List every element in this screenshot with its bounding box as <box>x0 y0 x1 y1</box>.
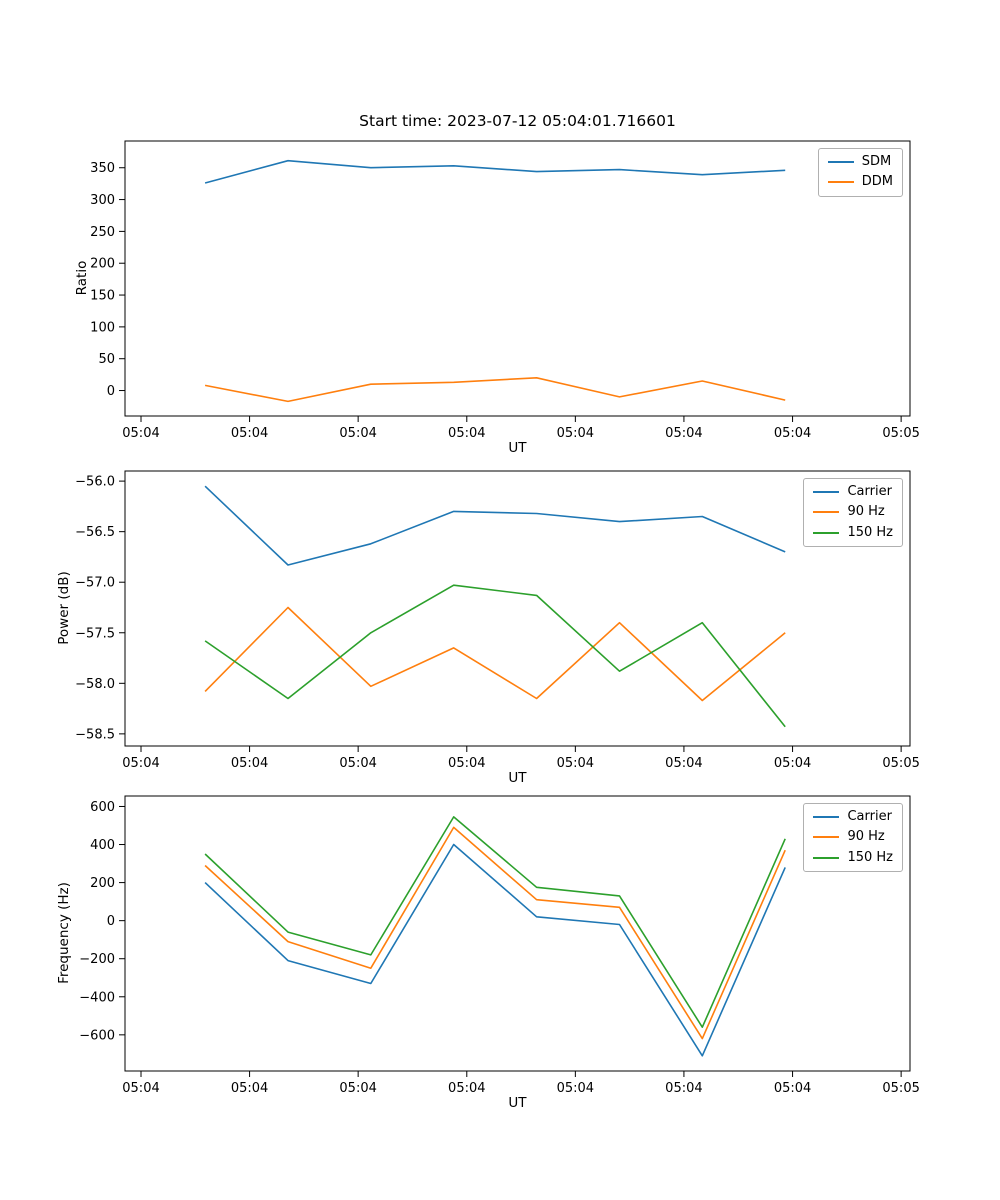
series-line-150-hz <box>204 584 786 728</box>
legend-item: 150 Hz <box>813 524 893 540</box>
legend-item: 90 Hz <box>813 829 893 845</box>
legend-line-sample <box>813 836 840 839</box>
axes-frame <box>124 470 911 747</box>
ratio-plot-canvas: 0 50 100 150 200 250 300 350 05:04 05:04 05:04 05:0… <box>90 140 920 441</box>
power-legend: Carrier 90 Hz 150 Hz <box>803 478 903 547</box>
y-tick-label: −57.5 <box>75 626 115 641</box>
y-tick-label: −56.0 <box>75 475 115 490</box>
axes-frame <box>124 140 911 417</box>
series-line-ddm <box>204 377 786 403</box>
plot-title: Start time: 2023-07-12 05:04:01.716601 <box>359 112 676 130</box>
y-tick-label: 600 <box>90 800 115 815</box>
ratio-x-axis-label: UT <box>508 440 527 456</box>
legend-line-sample <box>813 531 840 534</box>
x-tick-label: 05:04 <box>231 1081 268 1096</box>
x-tick-label: 05:04 <box>557 426 594 441</box>
x-tick-label: 05:04 <box>665 1081 702 1096</box>
frequency-x-axis-label: UT <box>508 1095 527 1111</box>
y-tick-label: 250 <box>90 225 115 240</box>
series-line-90-hz <box>204 826 786 1040</box>
legend-label: 90 Hz <box>847 829 885 845</box>
x-tick-label: 05:04 <box>774 1081 811 1096</box>
x-tick-label: 05:04 <box>665 426 702 441</box>
x-tick-label: 05:04 <box>448 1081 485 1096</box>
y-tick-label: 50 <box>98 352 115 367</box>
x-tick-label: 05:05 <box>882 756 919 771</box>
x-tick-label: 05:04 <box>448 756 485 771</box>
y-tick-label: 150 <box>90 289 115 304</box>
legend-item: SDM <box>827 154 893 169</box>
legend-item: 150 Hz <box>813 849 893 865</box>
y-tick-label: 0 <box>107 914 115 929</box>
y-tick-label: −58.5 <box>75 727 115 742</box>
legend-label: Carrier <box>847 809 892 824</box>
ratio-y-axis-label: Ratio <box>74 260 90 296</box>
legend-item: Carrier <box>813 484 893 499</box>
y-tick-label: −56.5 <box>75 525 115 540</box>
frequency-legend: Carrier 90 Hz 150 Hz <box>803 803 903 872</box>
legend-line-sample <box>827 181 854 184</box>
legend-label: Carrier <box>847 484 892 499</box>
series-line-carrier <box>204 843 786 1057</box>
axes-frame <box>124 795 911 1072</box>
legend-label: SDM <box>861 154 892 169</box>
y-tick-label: 300 <box>90 193 115 208</box>
legend-line-sample <box>813 816 840 819</box>
legend-item: 90 Hz <box>813 504 893 520</box>
y-tick-label: 200 <box>90 257 115 272</box>
y-tick-label: 350 <box>90 161 115 176</box>
y-tick-label: −400 <box>79 990 115 1005</box>
subplot-ratio: 0 50 100 150 200 250 300 350 05:04 05:04 05:04 05:0… <box>0 140 1000 470</box>
legend-label: 90 Hz <box>847 504 885 520</box>
subplot-power: −56.0 −56.5 −57.0 −57.5 −58.0 −58.5 05:04 05:04… <box>0 470 1000 800</box>
series-line-150-hz <box>204 816 786 1028</box>
legend-line-sample <box>813 856 840 859</box>
legend-line-sample <box>813 491 840 494</box>
y-tick-label: −57.0 <box>75 576 115 591</box>
x-tick-label: 05:04 <box>557 1081 594 1096</box>
x-tick-label: 05:04 <box>448 426 485 441</box>
x-tick-label: 05:04 <box>339 426 376 441</box>
legend-label: 150 Hz <box>847 849 893 865</box>
power-x-axis-label: UT <box>508 770 527 786</box>
ratio-legend: SDM DDM <box>817 148 903 197</box>
x-tick-label: 05:04 <box>557 756 594 771</box>
series-line-carrier <box>204 485 786 566</box>
power-y-axis-label: Power (dB) <box>56 571 72 645</box>
frequency-plot-canvas: −600 −400 −200 0 200 400 600 05:04 05:04 05:04 05:… <box>79 795 920 1096</box>
legend-label: DDM <box>861 174 893 190</box>
x-tick-label: 05:04 <box>774 426 811 441</box>
x-tick-label: 05:04 <box>339 756 376 771</box>
x-tick-label: 05:04 <box>122 1081 159 1096</box>
subplot-frequency: −600 −400 −200 0 200 400 600 05:04 05:04 05:04 05:… <box>0 795 1000 1125</box>
x-tick-label: 05:04 <box>122 426 159 441</box>
power-plot-canvas: −56.0 −56.5 −57.0 −57.5 −58.0 −58.5 05:04 05:04… <box>75 470 920 771</box>
y-tick-label: 400 <box>90 838 115 853</box>
legend-item: DDM <box>827 174 893 190</box>
x-tick-label: 05:04 <box>665 756 702 771</box>
y-tick-label: −600 <box>79 1028 115 1043</box>
x-tick-label: 05:05 <box>882 1081 919 1096</box>
y-tick-label: 100 <box>90 320 115 335</box>
x-tick-label: 05:04 <box>231 426 268 441</box>
y-tick-label: −58.0 <box>75 677 115 692</box>
y-tick-label: 0 <box>107 384 115 399</box>
x-tick-label: 05:04 <box>122 756 159 771</box>
legend-label: 150 Hz <box>847 524 893 540</box>
legend-line-sample <box>813 511 840 514</box>
frequency-y-axis-label: Frequency (Hz) <box>56 882 72 984</box>
x-tick-label: 05:05 <box>882 426 919 441</box>
y-tick-label: 200 <box>90 876 115 891</box>
x-tick-label: 05:04 <box>339 1081 376 1096</box>
legend-line-sample <box>827 161 854 164</box>
x-tick-label: 05:04 <box>774 756 811 771</box>
series-line-sdm <box>204 159 786 184</box>
legend-item: Carrier <box>813 809 893 824</box>
y-tick-label: −200 <box>79 952 115 967</box>
series-line-90-hz <box>204 606 786 702</box>
x-tick-label: 05:04 <box>231 756 268 771</box>
